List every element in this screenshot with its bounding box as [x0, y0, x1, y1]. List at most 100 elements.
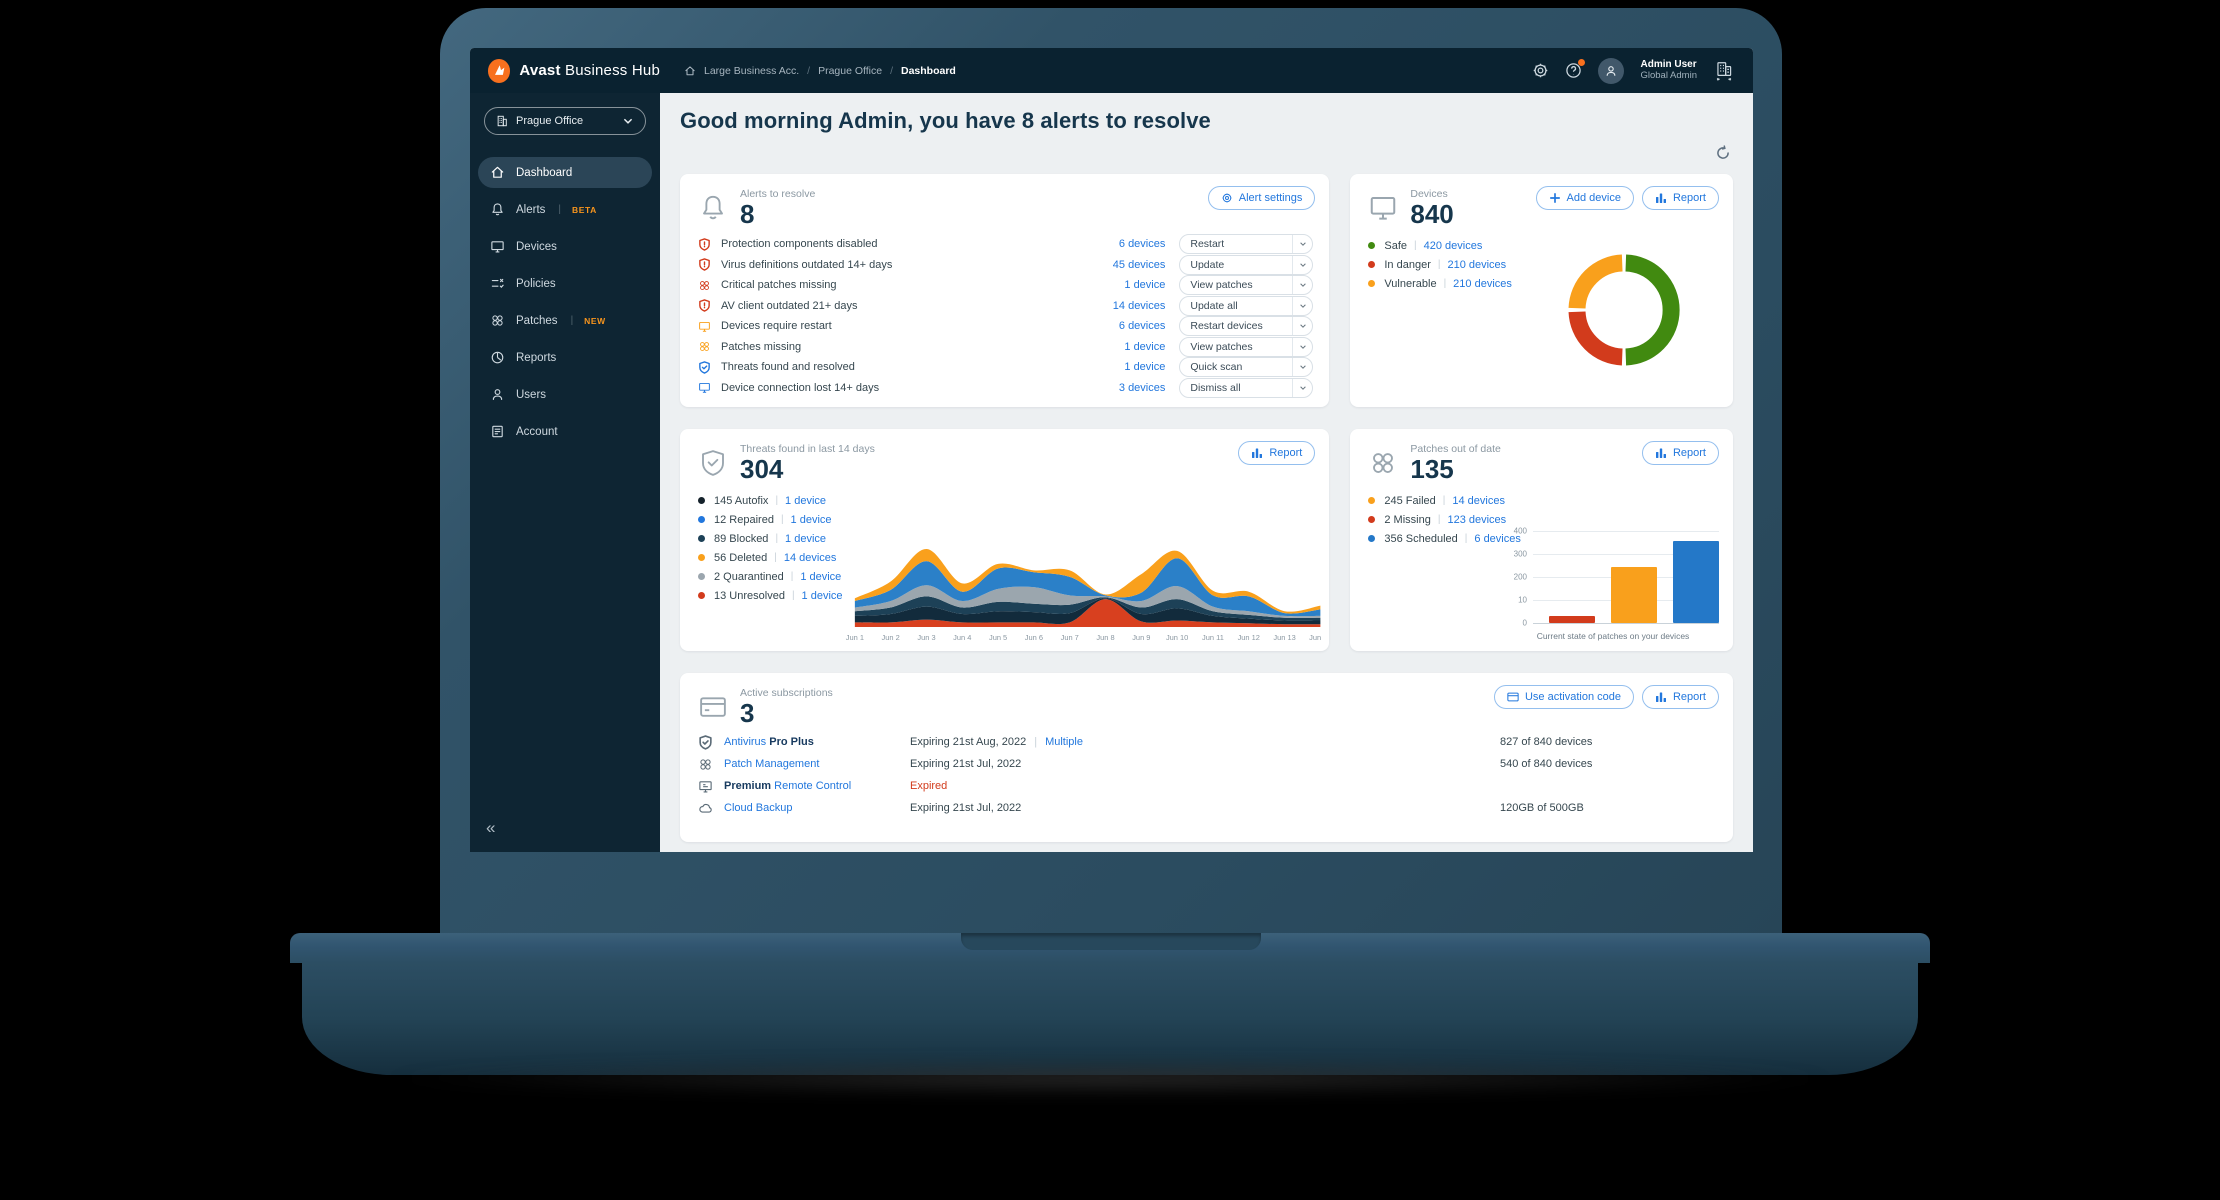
- threats-count: 304: [740, 454, 784, 484]
- alert-row: Device connection lost 14+ days 3 devices…: [698, 377, 1314, 399]
- sidebar-item-reports[interactable]: Reports: [478, 342, 652, 373]
- alerts-count: 8: [740, 199, 755, 229]
- users-icon: [490, 387, 505, 402]
- subscription-name-link[interactable]: Patch Management: [724, 758, 820, 770]
- legend-devices-link[interactable]: 420 devices: [1423, 239, 1483, 252]
- alert-row: Critical patches missing 1 device View pat…: [698, 275, 1314, 296]
- chevron-down-icon: [1292, 235, 1312, 254]
- legend-label: Safe: [1384, 239, 1408, 252]
- alert-action-dropdown[interactable]: Update all: [1179, 295, 1314, 316]
- chevron-down-icon: [1292, 337, 1312, 356]
- subscriptions-report-button[interactable]: Report: [1641, 685, 1719, 709]
- legend-devices-link[interactable]: 210 devices: [1453, 277, 1512, 290]
- alert-devices-link[interactable]: 6 devices: [1118, 320, 1166, 333]
- sidebar-item-policies[interactable]: Policies: [478, 268, 652, 299]
- shield-alert-icon: [698, 258, 711, 272]
- sidebar-collapse-button[interactable]: «: [486, 818, 496, 837]
- patch-icon: [1368, 448, 1398, 478]
- company-switcher-icon[interactable]: [1713, 60, 1735, 82]
- alert-action-dropdown[interactable]: View patches: [1179, 275, 1314, 296]
- donut-segment: [1568, 311, 1624, 366]
- patches-legend: 245 Failed | 14 devices 2 Missing | 123 devic…: [1368, 491, 1521, 548]
- alert-row: Patches missing 1 device View patches: [698, 336, 1314, 358]
- legend-separator: |: [1414, 240, 1417, 251]
- alert-devices-link[interactable]: 3 devices: [1118, 381, 1166, 394]
- sidebar-item-dashboard[interactable]: Dashboard: [478, 157, 652, 188]
- legend-devices-link[interactable]: 1 device: [790, 513, 832, 526]
- office-selector[interactable]: Prague Office: [484, 107, 646, 135]
- subscription-multiple-link[interactable]: Multiple: [1045, 736, 1083, 748]
- alert-devices-link[interactable]: 1 device: [1124, 361, 1166, 374]
- subscription-name-link[interactable]: Cloud Backup: [724, 802, 793, 814]
- patches-report-button[interactable]: Report: [1641, 441, 1719, 465]
- sidebar-item-users[interactable]: Users: [478, 379, 652, 410]
- add-device-button[interactable]: Add device: [1535, 186, 1634, 210]
- legend-devices-link[interactable]: 1 device: [801, 589, 843, 602]
- chevron-down-icon: [1292, 317, 1312, 336]
- sidebar-item-devices[interactable]: Devices: [478, 231, 652, 262]
- alerts-card-label: Alerts to resolve: [740, 188, 816, 200]
- breadcrumb-item[interactable]: Dashboard: [901, 64, 956, 77]
- subscription-name-link[interactable]: Antivirus Pro Plus: [724, 736, 814, 748]
- breadcrumb-item[interactable]: Prague Office: [818, 64, 883, 77]
- legend-devices-link[interactable]: 14 devices: [783, 551, 837, 564]
- legend-devices-link[interactable]: 6 devices: [1474, 532, 1521, 545]
- legend-dot: [698, 516, 705, 523]
- alert-action-dropdown[interactable]: Restart devices: [1179, 316, 1314, 337]
- main-content: Good morning Admin, you have 8 alerts to…: [660, 93, 1753, 852]
- threats-area-chart: Jun 1 Jun 2 Jun 3 Jun 4 Jun 5 Jun 6 Jun 7 Jun 8…: [830, 539, 1321, 643]
- gear-icon[interactable]: [1532, 62, 1549, 79]
- sidebar-item-label: Patches: [516, 314, 558, 327]
- sidebar-item-account[interactable]: Account: [478, 416, 652, 447]
- bar-chart-icon: [1252, 448, 1263, 458]
- alert-devices-link[interactable]: 1 device: [1124, 340, 1166, 353]
- sidebar-item-badge: NEW: [584, 315, 606, 326]
- alert-devices-link[interactable]: 1 device: [1124, 279, 1166, 292]
- legend-row: 56 Deleted | 14 devices: [698, 548, 843, 567]
- subscription-row: Antivirus Pro Plus Expiring 21st Aug, 202…: [698, 731, 1715, 753]
- legend-row: 89 Blocked | 1 device: [698, 529, 843, 548]
- legend-dot: [698, 573, 705, 580]
- alert-action-dropdown[interactable]: Quick scan: [1179, 357, 1314, 378]
- use-activation-code-button[interactable]: Use activation code: [1493, 685, 1634, 709]
- help-icon[interactable]: [1565, 59, 1586, 79]
- threats-report-button[interactable]: Report: [1238, 441, 1316, 465]
- legend-devices-link[interactable]: 1 device: [785, 532, 827, 545]
- alert-action-dropdown[interactable]: Restart: [1179, 234, 1314, 255]
- user-block[interactable]: Admin User Global Admin: [1640, 59, 1697, 81]
- user-name: Admin User: [1640, 59, 1697, 71]
- alert-action-dropdown[interactable]: Update: [1179, 254, 1314, 275]
- cloud-icon: [698, 801, 713, 816]
- legend-label: 89 Blocked: [714, 532, 769, 545]
- patches-card: Patches out of date 135 Report 245: [1350, 429, 1733, 651]
- breadcrumb-item[interactable]: Large Business Acc.: [704, 64, 800, 77]
- alert-devices-link[interactable]: 45 devices: [1112, 258, 1166, 271]
- legend-separator: |: [1464, 533, 1468, 544]
- shield-check-icon: [698, 734, 713, 750]
- legend-devices-link[interactable]: 1 device: [785, 494, 827, 507]
- shield-check-icon: [698, 360, 711, 374]
- refresh-icon[interactable]: [1715, 145, 1731, 161]
- avatar[interactable]: [1598, 57, 1625, 84]
- alert-action-dropdown[interactable]: Dismiss all: [1179, 377, 1314, 398]
- alert-devices-link[interactable]: 14 devices: [1112, 299, 1166, 312]
- legend-devices-link[interactable]: 123 devices: [1447, 513, 1507, 526]
- alert-action-dropdown[interactable]: View patches: [1179, 336, 1314, 357]
- legend-devices-link[interactable]: 210 devices: [1447, 258, 1507, 271]
- devices-report-button[interactable]: Report: [1641, 186, 1719, 210]
- legend-devices-link[interactable]: 14 devices: [1452, 494, 1505, 507]
- alert-settings-button[interactable]: Alert settings: [1207, 186, 1316, 210]
- alert-action-label: Quick scan: [1190, 361, 1243, 374]
- sidebar-item-label: Policies: [516, 277, 556, 290]
- legend-devices-link[interactable]: 1 device: [800, 570, 842, 583]
- subscription-name-link[interactable]: Premium Remote Control: [724, 780, 852, 792]
- alert-row: AV client outdated 21+ days 14 devices Upd…: [698, 295, 1314, 317]
- sidebar-item-patches[interactable]: Patches | NEW: [478, 305, 652, 336]
- legend-label: 356 Scheduled: [1384, 532, 1458, 545]
- sidebar-item-alerts[interactable]: Alerts | BETA: [478, 194, 652, 225]
- shield-check-icon: [698, 448, 728, 478]
- patch-icon: [698, 757, 713, 772]
- home-icon[interactable]: [684, 65, 696, 77]
- x-axis-label: Jun 11: [1202, 633, 1224, 642]
- alert-devices-link[interactable]: 6 devices: [1118, 238, 1166, 251]
